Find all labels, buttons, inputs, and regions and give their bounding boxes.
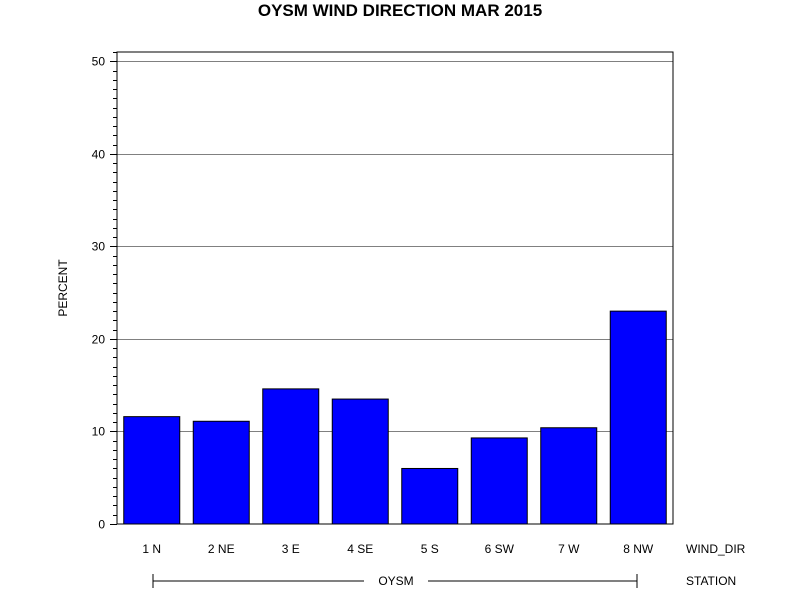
x-axis-label: WIND_DIR xyxy=(686,542,746,556)
x-tick-label: 3 E xyxy=(282,542,300,556)
x-tick-label: 6 SW xyxy=(485,542,515,556)
y-tick-label: 10 xyxy=(92,425,106,439)
y-tick-label: 40 xyxy=(92,148,106,162)
y-axis-ticks: 0 10 20 30 40 50 xyxy=(92,52,117,532)
bar-2-ne xyxy=(192,420,250,525)
gridlines xyxy=(117,61,673,432)
chart-title: OYSM WIND DIRECTION MAR 2015 xyxy=(257,1,543,20)
x-tick-label: 1 N xyxy=(142,542,161,556)
bars xyxy=(123,310,667,525)
x-tick-label: 7 W xyxy=(558,542,580,556)
station-value-label: OYSM xyxy=(378,574,413,588)
bar-7-w xyxy=(540,427,598,525)
x-tick-label: 8 NW xyxy=(623,542,654,556)
bar-8-nw xyxy=(609,310,667,525)
y-tick-label: 30 xyxy=(92,240,106,254)
y-tick-label: 50 xyxy=(92,55,106,69)
x-tick-label: 2 NE xyxy=(208,542,235,556)
y-tick-label: 0 xyxy=(98,518,105,532)
station-bracket: OYSM xyxy=(152,574,638,588)
bar-4-se xyxy=(331,398,389,525)
x-tick-label: 5 S xyxy=(421,542,439,556)
bar-1-n xyxy=(123,416,181,525)
x-axis-labels: 1 N 2 NE 3 E 4 SE 5 S 6 SW 7 W 8 NW xyxy=(142,542,654,556)
x-tick-label: 4 SE xyxy=(347,542,373,556)
bar-5-s xyxy=(401,467,459,525)
bar-6-sw xyxy=(470,437,528,525)
y-tick-label: 20 xyxy=(92,333,106,347)
bar-3-e xyxy=(262,388,320,525)
y-axis-label: PERCENT xyxy=(56,259,70,317)
plot-frame xyxy=(116,51,674,525)
station-axis-label: STATION xyxy=(686,574,736,588)
